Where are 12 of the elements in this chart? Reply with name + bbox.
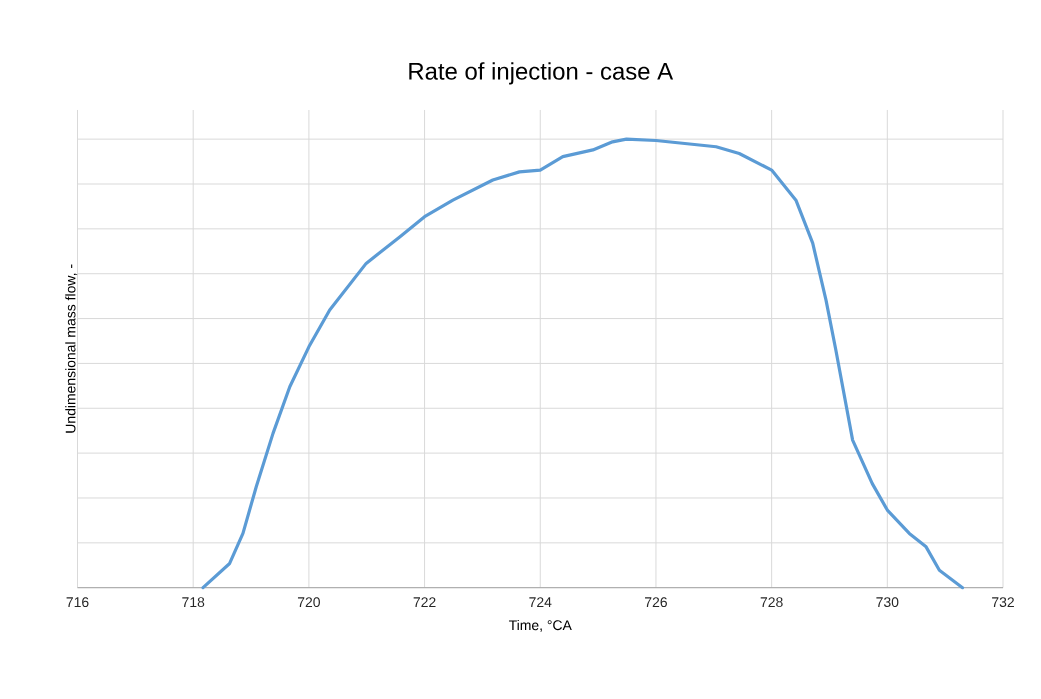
x-tick-label: 716 <box>66 597 89 608</box>
x-tick-label: 720 <box>297 597 320 608</box>
x-tick-label: 730 <box>876 597 899 608</box>
x-tick-label: 724 <box>529 597 552 607</box>
x-axis-title: Time, °CA <box>508 619 572 632</box>
chart-title: Rate of injection - case A <box>409 62 674 85</box>
x-tick-label: 728 <box>760 597 783 608</box>
y-axis-title: Undimensional mass flow, - <box>65 264 78 433</box>
x-tick-label: 718 <box>182 597 205 608</box>
x-tick-label: 726 <box>645 597 667 608</box>
x-tick-label: 722 <box>413 597 436 607</box>
x-tick-label: 732 <box>992 597 1014 608</box>
